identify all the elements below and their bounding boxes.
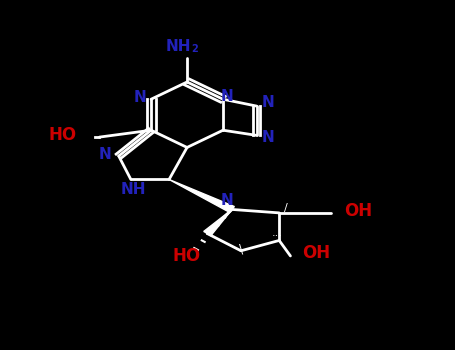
Text: NH: NH (166, 40, 192, 55)
Polygon shape (204, 209, 232, 236)
Text: OH: OH (344, 202, 373, 220)
Text: 2: 2 (192, 44, 198, 55)
Text: N: N (221, 193, 234, 208)
Text: N: N (221, 89, 234, 104)
Text: NH: NH (121, 182, 146, 197)
Text: N: N (262, 95, 274, 110)
Text: /: / (283, 203, 288, 213)
Text: HO: HO (49, 126, 77, 145)
Polygon shape (169, 180, 234, 212)
Text: N: N (262, 130, 274, 145)
Text: ...: ... (272, 228, 283, 238)
Text: \: \ (239, 243, 243, 256)
Text: OH: OH (302, 244, 330, 261)
Text: N: N (133, 90, 146, 105)
Text: HO: HO (173, 247, 201, 265)
Text: N: N (99, 147, 111, 162)
